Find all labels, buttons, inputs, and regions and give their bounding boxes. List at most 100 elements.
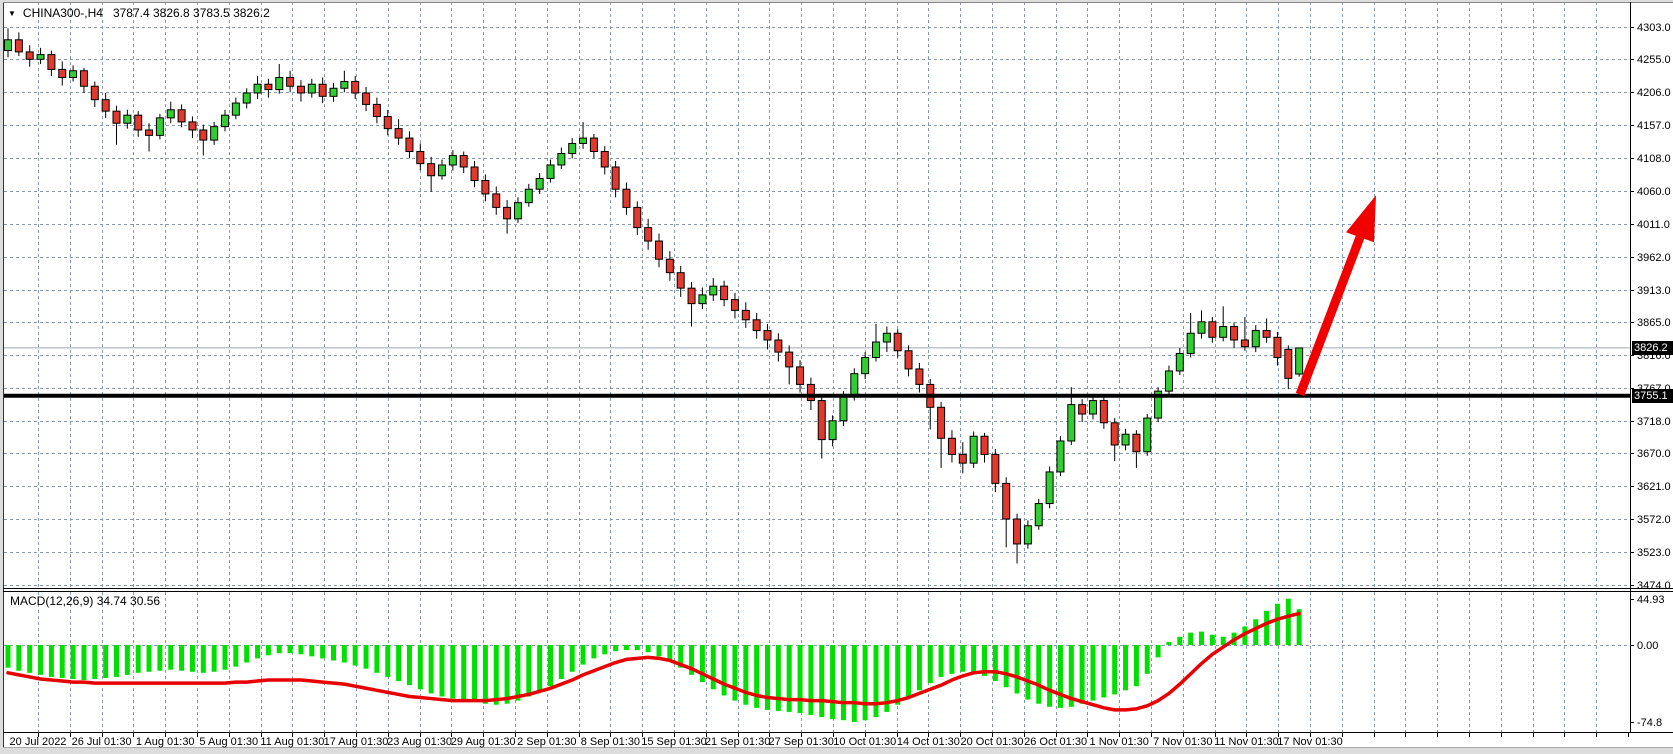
candle [296,80,305,102]
macd-bar [754,645,760,708]
candle [828,415,837,447]
macd-axis-label: 44.93 [1637,594,1665,606]
candle [655,233,663,268]
candle-body-down [90,85,99,101]
macd-axis-label: -74.8 [1637,717,1662,729]
candle-body-down [1013,518,1022,545]
candle-body-down [904,350,913,370]
candle-body-up [210,126,219,141]
macd-bar [721,645,727,696]
candle [904,345,913,377]
macd-bar [320,645,326,659]
price-axis-label: 3474.0 [1637,580,1671,592]
trend-arrow[interactable] [1295,195,1376,397]
macd-bar [287,645,293,654]
macd-bar [1285,598,1291,645]
macd-bar [396,645,402,682]
macd-bar [840,645,846,721]
candle [633,201,642,235]
candle [915,362,924,393]
candle-body-up [698,294,707,305]
candle-body-down [980,435,989,455]
price-axis-label: 4303.0 [1637,22,1671,34]
macd-bar [255,645,261,659]
macd-bar [873,645,879,718]
price-axis-label: 3523.0 [1637,547,1671,559]
candle [58,61,67,86]
macd-bar [1014,645,1020,694]
candle [1230,322,1239,349]
candle-body-down [188,121,197,131]
candle-body-down [1240,339,1249,348]
macd-bar [27,645,33,673]
candle [1262,318,1271,343]
candle [459,151,468,174]
candle-body-up [242,92,251,104]
candle-body-down [796,366,805,385]
candle [589,134,598,159]
candle [362,86,371,112]
symbol-dropdown-icon[interactable]: ▼ [8,9,16,18]
candle-body-up [166,109,175,119]
candle-body-up [861,356,870,375]
time-axis-label: 7 Nov 01:30 [1153,736,1212,748]
chart-title-ohlc: 3787.4 3826.8 3783.5 3826.2 [112,6,270,20]
candle [145,123,154,152]
candle-body-down [362,92,371,105]
macd-bar [1112,645,1118,695]
candle [470,160,479,188]
candle-body-up [1045,471,1054,505]
price-axis-label: 3670.0 [1637,448,1671,460]
candle [286,70,295,93]
candle [1023,520,1032,549]
candle [79,68,88,93]
macd-bar [938,645,944,677]
trend-arrow-shaft [1295,235,1365,397]
candle [1002,477,1011,548]
candle-body-up [839,395,848,422]
candle [579,121,588,149]
macd-bar [114,645,119,677]
macd-bar [1155,645,1161,658]
macd-bar [786,645,792,712]
macd-bar [634,645,640,651]
macd-bar [1079,645,1085,704]
time-axis-label: 8 Sep 01:30 [581,736,640,748]
macd-bar [906,645,912,698]
candle [861,352,870,380]
macd-bar [417,645,423,690]
candle [405,131,414,159]
macd-bar [526,645,532,697]
candle-body-down [296,85,305,94]
candle [1208,317,1217,343]
macd-indicator-label: MACD(12,26,9) 34.74 30.56 [10,594,161,608]
candle-body-up [828,420,837,441]
candle [253,76,262,100]
macd-bar [493,645,499,705]
macd-bar [862,645,868,721]
candle [134,111,143,137]
macd-bar [895,645,901,705]
candle-body-up [1219,326,1228,338]
chart-title-symbol: CHINA300-,H4 [22,6,103,20]
candle-body-down [470,166,479,181]
candle [264,78,273,98]
candle-body-down [741,309,750,321]
price-axis-label: 4011.0 [1637,219,1670,231]
price-axis-label: 4255.0 [1637,54,1671,66]
macd-bar [732,645,738,701]
price-axis-label: 4206.0 [1637,87,1671,99]
macd-bar [59,645,65,678]
macd-bar [124,645,130,675]
macd-bar [363,645,369,669]
price-axis-label: 4060.0 [1637,186,1671,198]
candle-body-up [568,142,577,155]
candle [796,360,805,393]
candle-body-down [806,383,815,402]
candle [275,64,284,94]
candle-body-up [579,137,588,144]
time-axis-label: 5 Aug 01:30 [199,736,258,748]
candle [318,77,327,104]
macd-bar [960,645,966,672]
